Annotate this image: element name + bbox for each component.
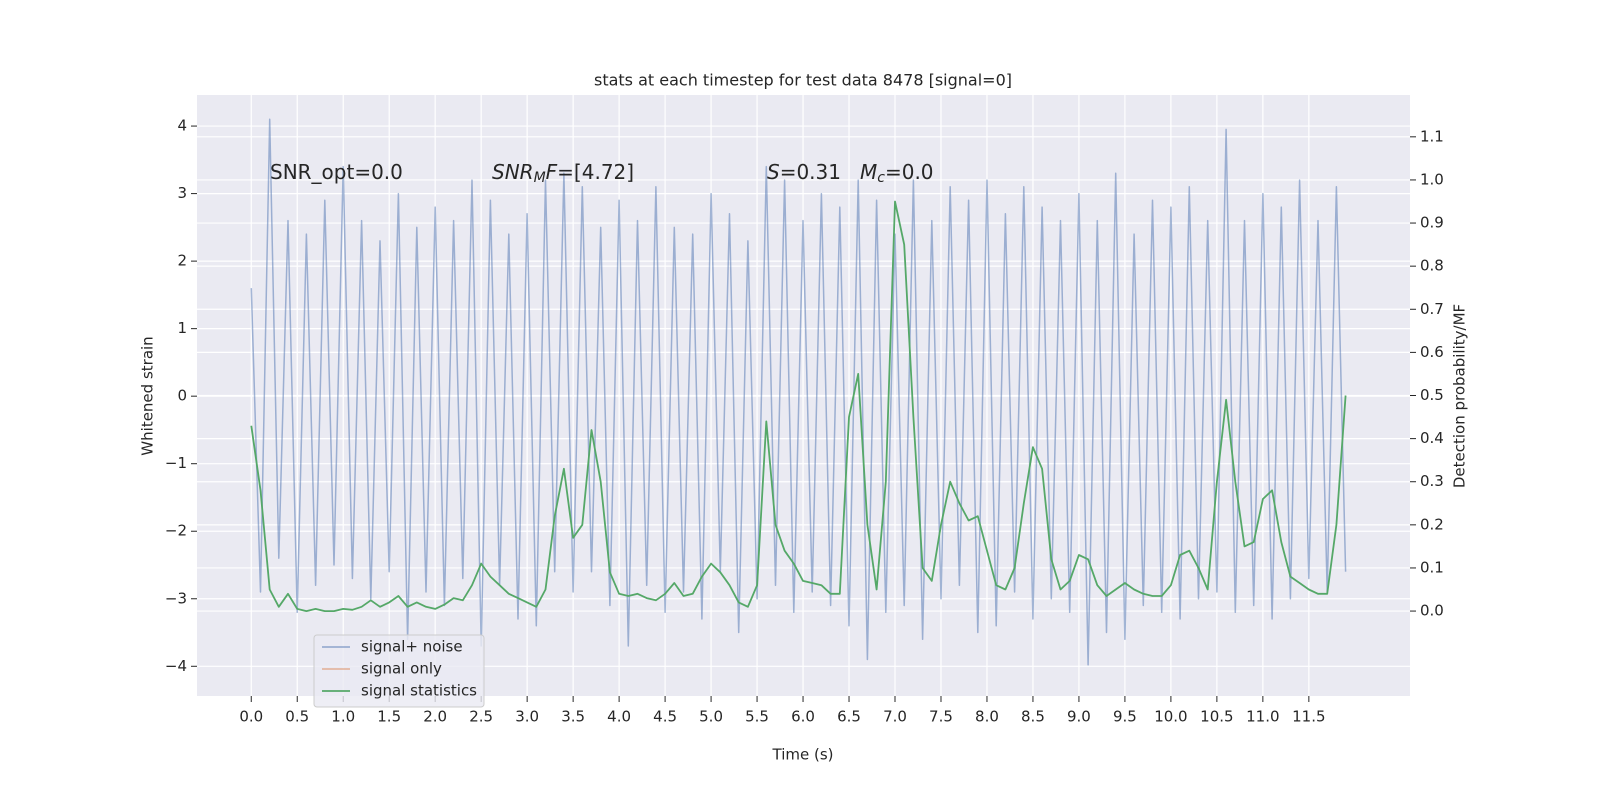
annotation-part: M [534, 170, 546, 186]
x-tick-label: 1.5 [377, 708, 401, 726]
y2-tick-label: 0.4 [1420, 429, 1444, 447]
x-tick-label: 9.5 [1113, 708, 1137, 726]
y-tick-label: 0 [177, 387, 187, 405]
annotation-part: F [546, 160, 558, 184]
x-tick-label: 4.5 [653, 708, 677, 726]
x-tick-label: 2.5 [469, 708, 493, 726]
y-tick-label: −2 [165, 522, 187, 540]
x-tick-label: 8.5 [1021, 708, 1045, 726]
x-tick-label: 7.0 [883, 708, 907, 726]
annotation-part: =0.31 [780, 160, 841, 184]
annotation: SNR_opt=0.0 [270, 160, 403, 184]
annotation-part: M [860, 160, 877, 184]
legend-label: signal only [361, 660, 442, 678]
y2-tick-label: 1.0 [1420, 170, 1444, 188]
y-tick-label: −1 [165, 454, 187, 472]
y-tick-label: 1 [177, 319, 187, 337]
series-line [250, 118, 1347, 666]
x-tick-label: 5.5 [745, 708, 769, 726]
annotation: S=0.31 [767, 160, 841, 184]
x-tick-label: 4.0 [607, 708, 631, 726]
series-line [250, 200, 1347, 612]
legend-box [313, 634, 485, 708]
x-tick-label: 0.0 [239, 708, 263, 726]
legend-label: signal statistics [361, 682, 477, 700]
x-tick-label: 8.0 [975, 708, 999, 726]
annotation-part: =0.0 [885, 160, 934, 184]
x-tick-label: 11.0 [1246, 708, 1279, 726]
legend-label: signal+ noise [361, 638, 463, 656]
chart-title: stats at each timestep for test data 847… [594, 71, 1012, 90]
x-tick-label: 10.5 [1200, 708, 1233, 726]
y2-tick-label: 0.9 [1420, 214, 1444, 232]
y-tick-label: 4 [177, 117, 187, 135]
y-tick-label: 2 [177, 252, 187, 270]
x-tick-label: 11.5 [1292, 708, 1325, 726]
y2-tick-label: 0.6 [1420, 343, 1444, 361]
annotation-part: SNR_opt=0.0 [270, 160, 403, 184]
y-tick-label: 3 [177, 184, 187, 202]
x-axis-label: Time (s) [772, 746, 834, 764]
y-tick-label: −4 [165, 657, 187, 675]
x-tick-label: 10.0 [1154, 708, 1187, 726]
annotation-part: SNR [492, 160, 534, 184]
y-axis-label: Whitened strain [139, 336, 157, 455]
y2-tick-label: 0.3 [1420, 472, 1444, 490]
x-tick-label: 9.0 [1067, 708, 1091, 726]
x-tick-label: 3.0 [515, 708, 539, 726]
x-tick-label: 3.5 [561, 708, 585, 726]
y2-tick-label: 1.1 [1420, 127, 1444, 145]
y-tick-label: −3 [165, 589, 187, 607]
y2-tick-label: 0.1 [1420, 558, 1444, 576]
x-tick-label: 5.0 [699, 708, 723, 726]
annotation-part: c [877, 170, 885, 186]
y2-axis-label: Detection probability/MF [1451, 304, 1469, 488]
y2-tick-label: 0.8 [1420, 257, 1444, 275]
x-tick-label: 6.5 [837, 708, 861, 726]
annotation: SNRMF=[4.72] [492, 160, 634, 187]
x-tick-label: 0.5 [285, 708, 309, 726]
x-tick-label: 1.0 [331, 708, 355, 726]
x-tick-label: 6.0 [791, 708, 815, 726]
x-tick-label: 2.0 [423, 708, 447, 726]
y2-tick-label: 0.7 [1420, 300, 1444, 318]
annotation-part: S [767, 160, 780, 184]
y2-tick-label: 0.0 [1420, 602, 1444, 620]
annotation-part: =[4.72] [557, 160, 634, 184]
y2-tick-label: 0.5 [1420, 386, 1444, 404]
annotation: Mc=0.0 [860, 160, 934, 187]
y2-tick-label: 0.2 [1420, 515, 1444, 533]
x-tick-label: 7.5 [929, 708, 953, 726]
